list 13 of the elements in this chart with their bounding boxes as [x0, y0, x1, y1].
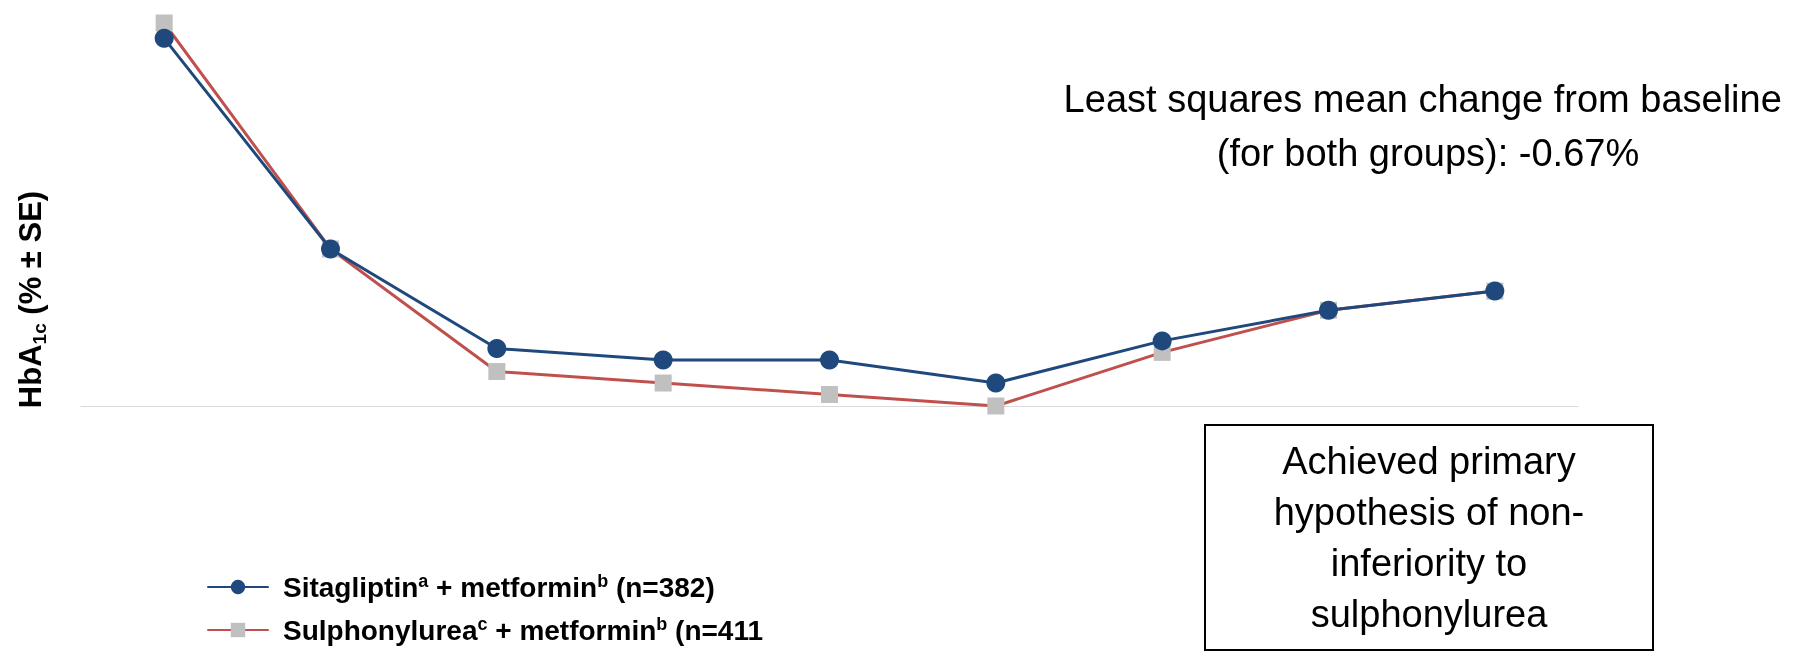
point [987, 397, 1005, 415]
point [821, 386, 838, 404]
point [154, 28, 174, 48]
text: Achieved primary hypothesis of non-inferiority to sulphonylurea [1272, 438, 1586, 637]
point [488, 363, 506, 381]
y-axis-title: HbA1c (% ± SE) [12, 190, 50, 409]
annotation: Least squares mean change from baseline (for both groups): -0.67% [1063, 78, 1793, 174]
point [1152, 331, 1172, 351]
point [986, 373, 1006, 393]
point [654, 374, 672, 392]
point [820, 350, 839, 370]
point [487, 339, 507, 359]
point [653, 350, 673, 370]
